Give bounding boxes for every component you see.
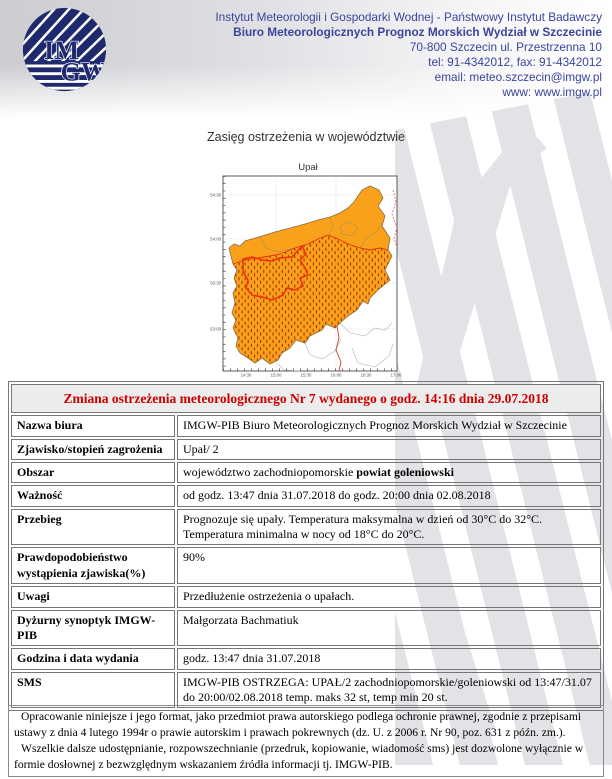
row-label: Przebieg (11, 508, 175, 546)
table-row: Nazwa biura IMGW-PIB Biuro Meteorologicz… (11, 415, 601, 437)
row-value: województwo zachodniopomorskie powiat go… (177, 461, 601, 484)
row-label: Nazwa biura (11, 415, 175, 437)
org-www: www: www.imgw.pl (502, 85, 602, 99)
row-label: Zjawisko/stopień zagrożenia (11, 438, 175, 460)
row-value: IMGW-PIB OSTRZEGA: UPAŁ/2 zachodniopomor… (177, 671, 601, 709)
row-value: Małgorzata Bachmatiuk (177, 609, 601, 647)
table-row: Dyżurny synoptyk IMGW-PIB Małgorzata Bac… (11, 609, 601, 647)
east-border-dashed-line (391, 189, 399, 251)
area-voivodeship: województwo zachodniopomorskie (183, 464, 354, 479)
org-name-line1: Instytut Meteorologii i Gospodarki Wodne… (215, 10, 602, 24)
x-axis-labels: 14:30 15:00 15:30 16:00 16:30 17:00 (241, 373, 402, 378)
org-name-line2: Biuro Meteorologicznych Prognoz Morskich… (233, 25, 602, 39)
hatched-warning-zone (232, 235, 392, 364)
row-label: Uwagi (11, 586, 175, 608)
copyright-line1: Opracowanie niniejsze i jego format, jak… (14, 710, 582, 739)
table-row: Przebieg Prognozuje się upały. Temperatu… (11, 508, 601, 546)
x-tick-label: 14:30 (241, 373, 252, 378)
internal-powiat-borders (259, 216, 384, 253)
y-axis-labels: 54:30 54:00 53:30 53:00 (210, 193, 221, 332)
x-tick-label: 15:00 (271, 373, 282, 378)
table-row: Ważność od godz. 13:47 dnia 31.07.2018 d… (11, 485, 601, 507)
row-label: Dyżurny synoptyk IMGW-PIB (11, 609, 175, 647)
row-value: godz. 13:47 dnia 31.07.2018 (177, 648, 601, 670)
x-tick-label: 15:30 (301, 373, 312, 378)
logo-letters-im: IM (44, 36, 79, 65)
x-tick-label: 16:00 (331, 373, 342, 378)
imgw-logo: IM GW (22, 7, 107, 92)
table-title-row: Zmiana ostrzeżenia meteorologicznego Nr … (11, 384, 601, 414)
row-label: SMS (11, 671, 175, 709)
logo-letters-gw: GW (61, 57, 107, 86)
table-row: Prawdopodobieństwo wystąpienia zjawiska(… (11, 547, 601, 585)
warning-title: Zmiana ostrzeżenia meteorologicznego Nr … (11, 384, 601, 414)
y-tick-label: 54:00 (210, 237, 221, 242)
table-row: Godzina i data wydania godz. 13:47 dnia … (11, 648, 601, 670)
table-row: Zjawisko/stopień zagrożenia Upał/ 2 (11, 438, 601, 460)
copyright-line2: Wszelkie dalsze udostępnianie, rozpowsze… (14, 741, 584, 771)
header-contact-block: Instytut Meteorologii i Gospodarki Wodne… (215, 10, 602, 100)
y-tick-label: 54:30 (210, 193, 221, 198)
warning-extent-map: Upał (210, 162, 402, 378)
org-address: 70-800 Szczecin ul. Przestrzenna 10 (409, 40, 602, 54)
row-label: Prawdopodobieństwo wystąpienia zjawiska(… (11, 547, 175, 585)
x-tick-label: 16:30 (361, 373, 372, 378)
row-value: IMGW-PIB Biuro Meteorologicznych Prognoz… (177, 415, 601, 437)
org-phone-fax: tel: 91-4342012, fax: 91-4342012 (428, 55, 602, 69)
x-tick-label: 17:00 (391, 373, 402, 378)
area-powiat: powiat goleniowski (353, 464, 454, 479)
row-label: Godzina i data wydania (11, 648, 175, 670)
row-label: Obszar (11, 461, 175, 484)
row-value: Upał/ 2 (177, 438, 601, 460)
table-row: SMS IMGW-PIB OSTRZEGA: UPAŁ/2 zachodniop… (11, 671, 601, 709)
row-value: od godz. 13:47 dnia 31.07.2018 do godz. … (177, 485, 601, 507)
table-row: Obszar województwo zachodniopomorskie po… (11, 461, 601, 484)
watermark-arrow-icon (407, 124, 547, 736)
y-tick-label: 53:00 (210, 327, 221, 332)
map-title: Upał (298, 162, 318, 173)
table-row: Uwagi Przedłużenie ostrzeżenia o upałach… (11, 586, 601, 608)
warning-details-table: Zmiana ostrzeżenia meteorologicznego Nr … (8, 381, 604, 712)
row-value: 90% (177, 547, 601, 585)
copyright-notice-box: Opracowanie niniejsze i jego format, jak… (8, 705, 604, 777)
row-value: Prognozuje się upały. Temperatura maksym… (177, 508, 601, 546)
south-border-line (335, 325, 342, 372)
warning-zone-north-boundary (232, 234, 389, 265)
org-email: email: meteo.szczecin@imgw.pl (434, 70, 602, 84)
row-label: Ważność (11, 485, 175, 507)
map-section-title: Zasięg ostrzeżenia w województwie (206, 130, 405, 144)
row-value: Przedłużenie ostrzeżenia o upałach. (177, 586, 601, 608)
neighbor-county-borders (277, 322, 394, 372)
powiat-goleniowski-outline (242, 244, 309, 301)
y-tick-label: 53:30 (210, 281, 221, 286)
